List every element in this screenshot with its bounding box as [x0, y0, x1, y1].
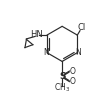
Text: O: O	[70, 67, 75, 76]
Text: HN: HN	[30, 30, 43, 39]
Text: N: N	[75, 48, 81, 57]
Text: O: O	[70, 77, 75, 86]
Text: N: N	[43, 48, 49, 57]
Text: S: S	[59, 72, 65, 81]
Text: Cl: Cl	[78, 23, 86, 32]
Text: CH$_3$: CH$_3$	[54, 81, 70, 94]
